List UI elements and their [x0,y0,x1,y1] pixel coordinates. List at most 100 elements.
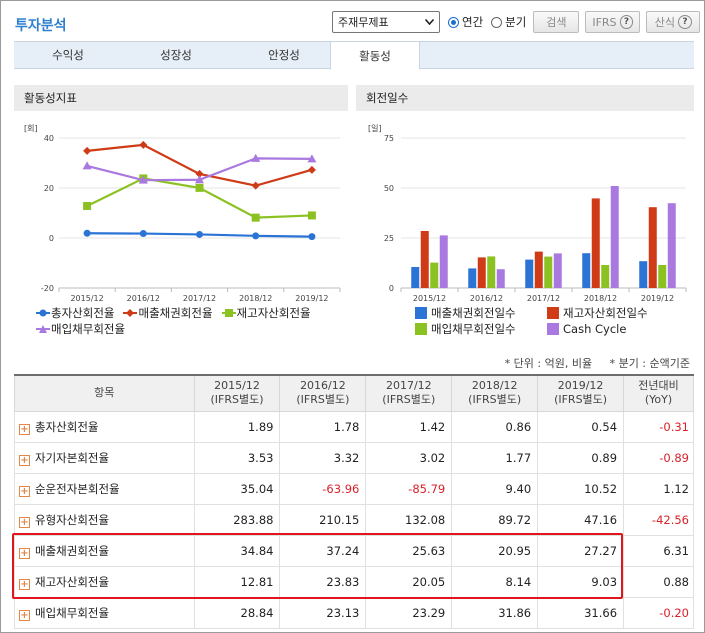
quarter-note: * 분기 : 순액기준 [609,357,690,370]
legend-label: 재고자산회전일수 [563,306,648,320]
legend-item: 매입채무회전율 [35,321,125,337]
bar[interactable] [496,269,505,288]
activity-ratio-table: 항목 2015/12 (IFRS별도) 2016/12 (IFRS별도) 2017/12(… [14,374,694,629]
table-body: + 총자산회전율 1.89 1.78 1.42 0.86 0.54 -0.31 + 자기자본회전율… [14,410,694,629]
formula-help-button[interactable]: 산식 ? [646,11,701,33]
column-header-line2: (IFRS별도) [382,393,436,407]
data-point[interactable] [139,140,148,149]
question-icon: ? [677,15,692,29]
data-point[interactable] [138,175,148,184]
column-header: 2017/12 (IFRS별도) [365,374,453,412]
data-point[interactable] [251,213,260,222]
tab-stability[interactable]: 안정성 [268,48,300,62]
data-point[interactable] [252,232,260,240]
yoy-cell: 6.31 [623,534,694,567]
search-button[interactable]: 검색 [533,11,580,33]
bar[interactable] [534,251,543,288]
legend-item: 재고자산회전일수 [547,305,648,321]
row-label: 재고자산회전율 [35,574,110,589]
data-point[interactable] [308,233,316,241]
table-row: + 재고자산회전율 12.81 23.83 20.05 8.14 9.03 0.88 [14,565,694,598]
bar[interactable] [487,256,496,288]
value-cell: 25.63 [365,534,453,567]
data-point[interactable] [251,181,260,190]
value-cell: -63.96 [279,472,367,505]
bar[interactable] [667,203,676,288]
bar[interactable] [648,207,657,288]
data-point[interactable] [83,201,92,210]
bar[interactable] [591,198,600,288]
expand-plus-icon[interactable]: + [19,485,30,497]
column-header-line1: 2015/12 [214,379,260,393]
data-point[interactable] [307,211,316,220]
column-header-line2: (IFRS별도) [554,393,608,407]
expand-plus-icon[interactable]: + [19,547,30,559]
data-point[interactable] [196,230,203,238]
column-header-line1: 2016/12 [300,379,346,393]
expand-plus-icon[interactable]: + [19,454,30,466]
row-label-cell: + 자기자본회전율 [14,441,195,474]
column-header-line1: 2019/12 [557,379,604,393]
ifrs-help-button[interactable]: IFRS ? [585,11,641,33]
data-point[interactable] [83,146,92,155]
value-cell: 23.13 [279,596,367,629]
line-legend-row-2: 매입채무회전율 [35,321,133,337]
value-cell: 1.77 [451,441,539,474]
row-label-cell: + 유형자산회전율 [14,503,195,536]
tab-growth[interactable]: 성장성 [160,48,192,62]
x-tick-label: 2016/12 [127,294,160,303]
bar[interactable] [639,261,648,288]
data-point[interactable] [251,153,261,162]
bar[interactable] [411,267,420,288]
chevron-down-icon [425,19,434,25]
radio-annual[interactable]: 연간 [448,14,483,30]
data-point[interactable] [307,165,316,174]
data-point[interactable] [139,230,147,238]
left-panel-title: 활동성지표 [14,85,348,111]
column-header-line2: (YoY) [644,393,673,407]
question-icon: ? [619,15,634,29]
data-point[interactable] [195,183,204,192]
bar-legend-row-2: 매입채무회전일수 Cash Cycle [415,321,634,337]
data-point[interactable] [307,154,317,163]
bar[interactable] [439,235,448,288]
statement-select[interactable]: 주재무제표 [332,11,440,33]
expand-plus-icon[interactable]: + [19,423,30,435]
column-header-line2: (IFRS별도) [210,393,264,407]
statement-select-value: 주재무제표 [338,16,389,29]
tab-profitability[interactable]: 수익성 [52,48,84,62]
radio-quarter[interactable]: 분기 [491,14,526,30]
bar[interactable] [525,259,534,288]
column-header-line2: (IFRS별도) [468,393,522,407]
column-header: 전년대비 (YoY) [623,374,694,412]
page-title: 투자분석 [15,18,67,34]
bar[interactable] [477,257,486,288]
bar[interactable] [601,265,610,288]
bar[interactable] [658,265,667,288]
expand-plus-icon[interactable]: + [19,516,30,528]
tab-activity[interactable]: 활동성 [330,41,420,70]
bar[interactable] [544,256,553,288]
column-header-line1: 전년대비 [638,379,679,393]
data-point[interactable] [195,169,204,178]
bar[interactable] [468,268,477,288]
value-cell: 3.53 [193,441,281,474]
bar[interactable] [430,262,439,288]
line-legend-row-1: 총자산회전율 매출채권회전율 재고자산회전율 [35,305,319,321]
data-point[interactable] [82,161,92,170]
bar[interactable] [420,231,429,288]
column-header-item: 항목 [14,374,195,412]
legend-item: 매출채권회전일수 [415,305,539,321]
right-panel-title: 회전일수 [356,85,694,111]
x-tick-label: 2015/12 [70,294,103,303]
data-point[interactable] [83,229,91,237]
row-label: 유형자산회전율 [35,512,110,527]
expand-plus-icon[interactable]: + [19,578,30,590]
value-cell: 10.52 [537,472,625,505]
expand-plus-icon[interactable]: + [19,609,30,621]
bar[interactable] [610,186,619,288]
bar[interactable] [582,253,591,288]
data-point[interactable] [195,175,204,184]
row-label-cell: + 재고자산회전율 [14,565,195,598]
bar[interactable] [553,253,562,288]
